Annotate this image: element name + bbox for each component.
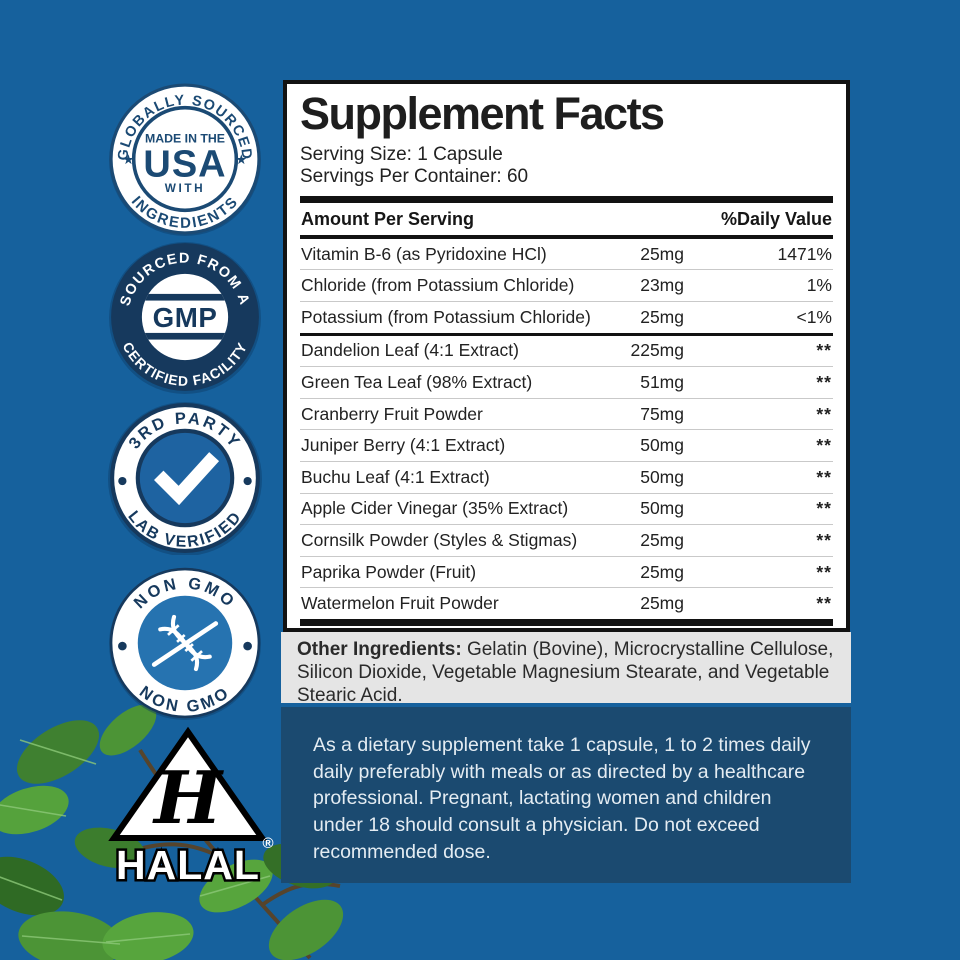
ingredient-name: Watermelon Fruit Powder: [301, 593, 499, 614]
table-row: Cornsilk Powder (Styles & Stigmas) 25mg …: [300, 524, 833, 556]
header-daily-value: %Daily Value: [720, 208, 832, 229]
divider: [300, 195, 833, 203]
table-row: Apple Cider Vinegar (35% Extract) 50mg *…: [300, 492, 833, 525]
ingredient-dv: **: [816, 593, 832, 614]
ingredient-dv: **: [816, 403, 832, 424]
gmp-certified-badge-icon: GMP SOURCED FROM A CERTIFIED FACILITY: [109, 242, 261, 394]
ingredient-dv: **: [816, 435, 832, 456]
ingredient-name: Green Tea Leaf (98% Extract): [301, 371, 533, 392]
usa-badge-line2: USA: [143, 143, 226, 185]
ingredient-amount: 25mg: [640, 306, 684, 327]
ingredient-dv: **: [816, 561, 832, 582]
ingredient-name: Chloride (from Potassium Chloride): [301, 275, 575, 296]
table-row: Vitamin B-6 (as Pyridoxine HCl) 25mg 147…: [300, 239, 833, 270]
ingredient-amount: 25mg: [640, 593, 684, 614]
ingredient-amount: 51mg: [640, 371, 684, 392]
divider: [300, 332, 833, 336]
dot-icon: [118, 641, 127, 651]
ingredient-amount: 25mg: [640, 561, 684, 582]
ingredient-dv: <1%: [796, 306, 832, 327]
ingredient-amount: 50mg: [640, 466, 684, 487]
halal-triangle-icon: [108, 726, 268, 841]
header-amount-per-serving: Amount Per Serving: [301, 208, 475, 229]
halal-wordmark: HALAL: [116, 842, 260, 886]
servings-per-container: Servings Per Container: 60: [300, 166, 529, 188]
non-gmo-badge-icon: NON GMO NON GMO: [109, 567, 261, 720]
made-in-usa-badge-icon: GLOBALLY SOURCED INGREDIENTS ★ ★ MADE IN…: [109, 83, 261, 236]
star-icon: ★: [122, 152, 134, 167]
dna-helix-icon: [151, 614, 219, 672]
ingredient-amount: 23mg: [640, 275, 684, 296]
ingredient-dv: 1%: [806, 275, 832, 296]
strikethrough-icon: [151, 621, 219, 667]
ingredient-name: Juniper Berry (4:1 Extract): [301, 435, 506, 456]
table-row: Potassium (from Potassium Chloride) 25mg…: [300, 301, 833, 333]
gmp-badge-center: GMP: [153, 302, 218, 333]
divider: [300, 618, 833, 626]
dot-icon: [243, 641, 252, 651]
serving-size: Serving Size: 1 Capsule: [300, 144, 503, 165]
ingredient-name: Cornsilk Powder (Styles & Stigmas): [301, 529, 578, 550]
ingredient-amount: 25mg: [640, 529, 684, 550]
ingredient-amount: 25mg: [640, 243, 684, 264]
ingredient-name: Dandelion Leaf (4:1 Extract): [301, 340, 519, 361]
halal-certified-logo: H ® HALAL: [108, 726, 274, 886]
halal-h-letter: H: [152, 755, 224, 840]
directions-text: As a dietary supplement take 1 capsule, …: [313, 734, 811, 863]
table-row: Green Tea Leaf (98% Extract) 51mg **: [300, 366, 833, 398]
ingredient-dv: **: [816, 529, 832, 550]
directions-panel: As a dietary supplement take 1 capsule, …: [281, 707, 851, 883]
table-row: Cranberry Fruit Powder 75mg **: [300, 397, 833, 430]
ingredient-dv: **: [816, 498, 832, 519]
ingredient-dv: 1471%: [777, 243, 833, 264]
ingredient-name: Paprika Powder (Fruit): [301, 561, 477, 582]
ingredient-amount: 50mg: [640, 498, 684, 519]
dot-icon: [243, 476, 252, 486]
other-ingredients-text: Gelatin (Bovine), Microcrystalline Cellu…: [297, 639, 834, 706]
table-row: Dandelion Leaf (4:1 Extract) 225mg **: [300, 336, 833, 367]
other-ingredients-label: Other Ingredients:: [297, 639, 462, 660]
star-icon: ★: [235, 152, 247, 167]
usa-badge-line3: WITH: [165, 181, 205, 195]
ingredient-name: Buchu Leaf (4:1 Extract): [301, 466, 490, 487]
supplement-facts-panel: Supplement Facts Serving Size: 1 Capsule…: [283, 80, 850, 652]
ingredient-name: Cranberry Fruit Powder: [301, 403, 483, 424]
ingredient-amount: 75mg: [640, 403, 684, 424]
table-row: Chloride (from Potassium Chloride) 23mg …: [300, 269, 833, 301]
ingredient-amount: 225mg: [630, 340, 684, 361]
table-row: Juniper Berry (4:1 Extract) 50mg **: [300, 429, 833, 461]
ingredient-amount: 50mg: [640, 435, 684, 456]
dot-icon: [118, 476, 127, 486]
ingredient-name: Potassium (from Potassium Chloride): [301, 306, 591, 327]
table-row: Watermelon Fruit Powder 25mg **: [300, 587, 833, 619]
usa-badge-line1: MADE IN THE: [145, 132, 225, 146]
table-row: Paprika Powder (Fruit) 25mg **: [300, 555, 833, 588]
ingredient-dv: **: [816, 340, 832, 361]
ingredient-dv: **: [816, 466, 832, 487]
divider: [300, 234, 833, 239]
other-ingredients-panel: Other Ingredients: Gelatin (Bovine), Mic…: [281, 632, 851, 706]
lab-verified-badge-icon: 3RD PARTY LAB VERIFIED: [108, 402, 262, 555]
table-row: Buchu Leaf (4:1 Extract) 50mg **: [300, 460, 833, 493]
ingredient-dv: **: [816, 371, 832, 392]
facts-title: Supplement Facts: [300, 88, 665, 139]
ingredient-name: Vitamin B-6 (as Pyridoxine HCl): [301, 243, 547, 264]
facts-table-header: Amount Per Serving %Daily Value: [300, 203, 833, 235]
ingredient-name: Apple Cider Vinegar (35% Extract): [301, 498, 569, 519]
registered-mark-icon: ®: [262, 835, 273, 852]
checkmark-icon: [154, 452, 220, 506]
